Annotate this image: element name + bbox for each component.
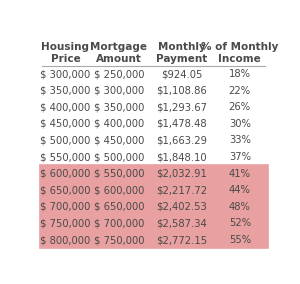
- Text: $1,848.10: $1,848.10: [156, 152, 207, 162]
- Text: $ 750,000: $ 750,000: [94, 235, 144, 245]
- Text: $1,663.29: $1,663.29: [156, 135, 207, 145]
- Text: $ 400,000: $ 400,000: [40, 102, 91, 112]
- Text: 30%: 30%: [229, 119, 251, 129]
- Bar: [40, 99, 268, 116]
- Bar: [40, 82, 268, 99]
- Text: $ 700,000: $ 700,000: [94, 218, 144, 229]
- Text: $2,587.34: $2,587.34: [156, 218, 207, 229]
- Text: $ 550,000: $ 550,000: [40, 152, 91, 162]
- Text: $ 300,000: $ 300,000: [40, 69, 91, 79]
- Text: $ 650,000: $ 650,000: [94, 202, 144, 212]
- Bar: [40, 165, 268, 182]
- Bar: [40, 116, 268, 132]
- Text: $ 550,000: $ 550,000: [94, 169, 144, 179]
- Text: 41%: 41%: [229, 169, 251, 179]
- Text: $ 450,000: $ 450,000: [40, 119, 91, 129]
- Bar: [40, 232, 268, 248]
- Bar: [40, 66, 268, 82]
- Text: $ 250,000: $ 250,000: [94, 69, 144, 79]
- Text: 26%: 26%: [229, 102, 251, 112]
- Bar: [40, 215, 268, 232]
- Text: Monthly
Payment: Monthly Payment: [156, 42, 207, 64]
- Text: $ 800,000: $ 800,000: [40, 235, 91, 245]
- Text: $2,772.15: $2,772.15: [156, 235, 207, 245]
- Text: 33%: 33%: [229, 135, 251, 145]
- Text: $2,032.91: $2,032.91: [156, 169, 207, 179]
- Text: $ 600,000: $ 600,000: [40, 169, 91, 179]
- Text: $ 350,000: $ 350,000: [94, 102, 144, 112]
- Text: $924.05: $924.05: [161, 69, 202, 79]
- Text: $ 650,000: $ 650,000: [40, 185, 91, 195]
- Text: $2,402.53: $2,402.53: [156, 202, 207, 212]
- Text: $ 500,000: $ 500,000: [40, 135, 91, 145]
- Text: 55%: 55%: [229, 235, 251, 245]
- Text: Mortgage
Amount: Mortgage Amount: [90, 42, 147, 64]
- Text: Housing
Price: Housing Price: [41, 42, 89, 64]
- Text: % of Monthly
Income: % of Monthly Income: [201, 42, 278, 64]
- Text: $2,217.72: $2,217.72: [156, 185, 207, 195]
- Text: 37%: 37%: [229, 152, 251, 162]
- Text: 44%: 44%: [229, 185, 251, 195]
- Text: 22%: 22%: [229, 86, 251, 96]
- Text: $ 500,000: $ 500,000: [94, 152, 144, 162]
- Text: $ 400,000: $ 400,000: [94, 119, 144, 129]
- Text: $ 450,000: $ 450,000: [94, 135, 144, 145]
- Text: $1,293.67: $1,293.67: [156, 102, 207, 112]
- Bar: [40, 199, 268, 215]
- Text: $ 350,000: $ 350,000: [40, 86, 91, 96]
- Text: $1,108.86: $1,108.86: [156, 86, 207, 96]
- Text: $ 700,000: $ 700,000: [40, 202, 91, 212]
- Text: $ 600,000: $ 600,000: [94, 185, 144, 195]
- Bar: [40, 132, 268, 149]
- Text: 52%: 52%: [229, 218, 251, 229]
- Text: 48%: 48%: [229, 202, 251, 212]
- Bar: [40, 182, 268, 199]
- Text: $ 300,000: $ 300,000: [94, 86, 144, 96]
- Text: $ 750,000: $ 750,000: [40, 218, 91, 229]
- Bar: [40, 149, 268, 165]
- Bar: [40, 165, 268, 248]
- Text: $1,478.48: $1,478.48: [156, 119, 207, 129]
- Text: 18%: 18%: [229, 69, 251, 79]
